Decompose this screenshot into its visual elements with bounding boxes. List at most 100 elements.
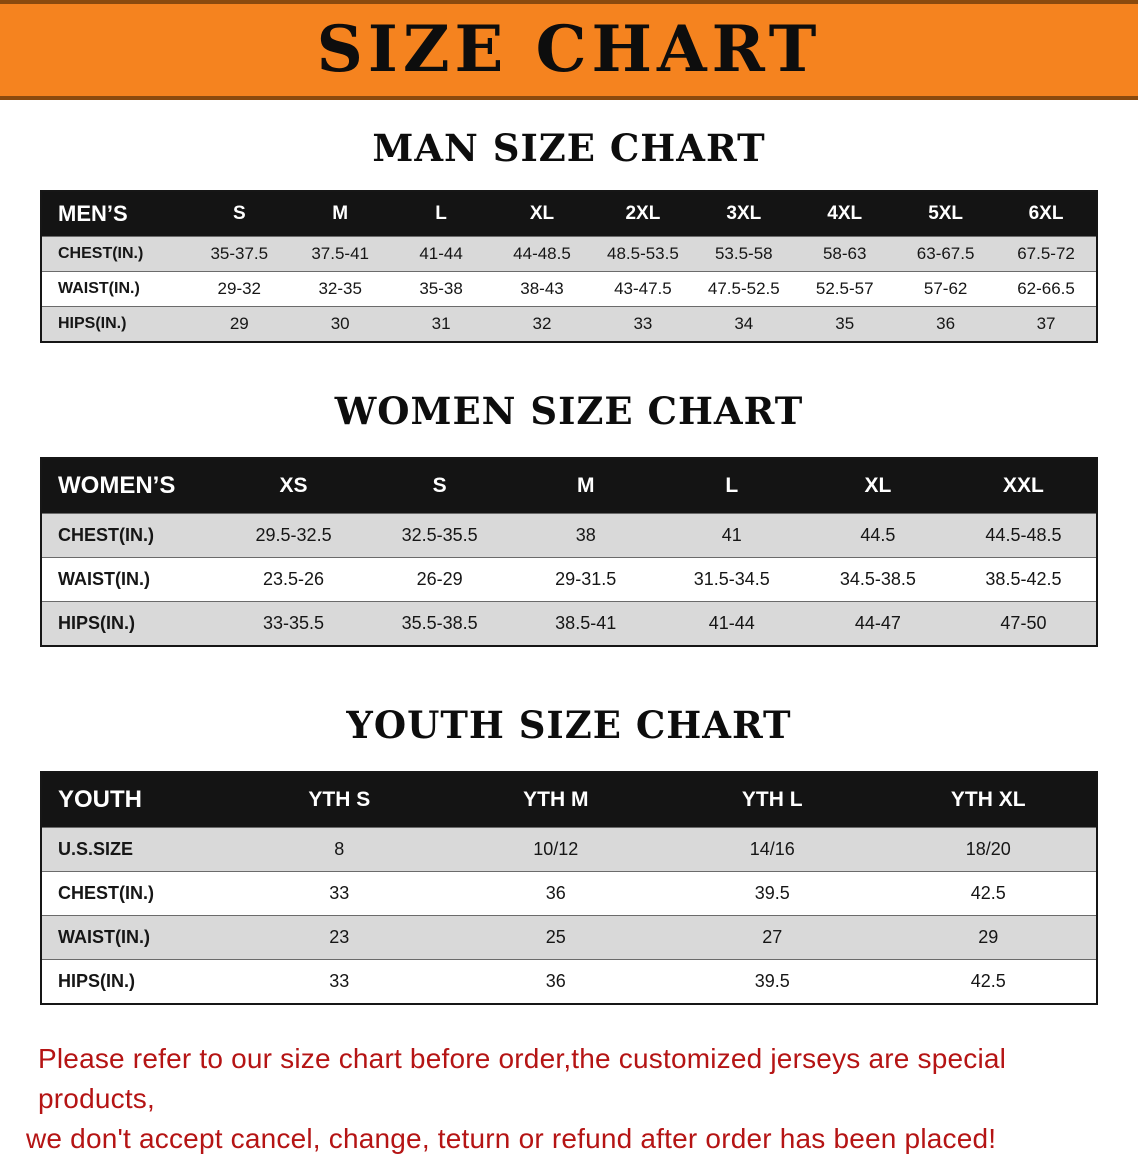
value-cell: 30: [290, 307, 391, 343]
table-title-cell: WOMEN’S: [41, 458, 221, 514]
value-cell: 34.5-38.5: [805, 558, 951, 602]
value-cell: 48.5-53.5: [592, 237, 693, 272]
women-size-chart-heading: WOMEN SIZE CHART: [0, 389, 1138, 433]
value-cell: 36: [448, 960, 664, 1005]
value-cell: 44-47: [805, 602, 951, 647]
value-cell: 38.5-41: [513, 602, 659, 647]
value-cell: 47.5-52.5: [693, 272, 794, 307]
value-cell: 32.5-35.5: [367, 514, 513, 558]
value-cell: 41: [659, 514, 805, 558]
value-cell: 35-37.5: [189, 237, 290, 272]
size-column-header: S: [367, 458, 513, 514]
value-cell: 18/20: [880, 828, 1097, 872]
row-label-cell: HIPS(IN.): [41, 602, 221, 647]
value-cell: 14/16: [664, 828, 880, 872]
size-column-header: YTH M: [448, 772, 664, 828]
table-title-cell: YOUTH: [41, 772, 231, 828]
value-cell: 29: [189, 307, 290, 343]
size-column-header: YTH L: [664, 772, 880, 828]
value-cell: 37: [996, 307, 1097, 343]
value-cell: 44.5: [805, 514, 951, 558]
value-cell: 62-66.5: [996, 272, 1097, 307]
value-cell: 44-48.5: [492, 237, 593, 272]
value-cell: 8: [231, 828, 447, 872]
size-column-header: XS: [221, 458, 367, 514]
value-cell: 32: [492, 307, 593, 343]
value-cell: 33: [231, 960, 447, 1005]
value-cell: 29-31.5: [513, 558, 659, 602]
row-label-cell: WAIST(IN.): [41, 272, 189, 307]
size-column-header: M: [513, 458, 659, 514]
value-cell: 53.5-58: [693, 237, 794, 272]
size-column-header: 4XL: [794, 191, 895, 237]
size-column-header: L: [659, 458, 805, 514]
order-note: Please refer to our size chart before or…: [38, 1039, 1114, 1158]
size-column-header: YTH S: [231, 772, 447, 828]
size-column-header: XXL: [951, 458, 1097, 514]
row-label-cell: CHEST(IN.): [41, 237, 189, 272]
value-cell: 38.5-42.5: [951, 558, 1097, 602]
value-cell: 35-38: [391, 272, 492, 307]
value-cell: 29.5-32.5: [221, 514, 367, 558]
value-cell: 34: [693, 307, 794, 343]
value-cell: 58-63: [794, 237, 895, 272]
size-column-header: L: [391, 191, 492, 237]
value-cell: 38: [513, 514, 659, 558]
value-cell: 33: [231, 872, 447, 916]
value-cell: 41-44: [391, 237, 492, 272]
value-cell: 23: [231, 916, 447, 960]
order-note-line2: we don't accept cancel, change, teturn o…: [26, 1119, 1114, 1158]
value-cell: 33: [592, 307, 693, 343]
value-cell: 31: [391, 307, 492, 343]
value-cell: 67.5-72: [996, 237, 1097, 272]
value-cell: 10/12: [448, 828, 664, 872]
value-cell: 31.5-34.5: [659, 558, 805, 602]
value-cell: 63-67.5: [895, 237, 996, 272]
banner-title: SIZE CHART: [317, 18, 822, 82]
value-cell: 26-29: [367, 558, 513, 602]
size-column-header: M: [290, 191, 391, 237]
value-cell: 36: [895, 307, 996, 343]
row-label-cell: CHEST(IN.): [41, 514, 221, 558]
row-label-cell: WAIST(IN.): [41, 916, 231, 960]
value-cell: 38-43: [492, 272, 593, 307]
value-cell: 25: [448, 916, 664, 960]
order-note-line1: Please refer to our size chart before or…: [38, 1039, 1114, 1119]
man-size-chart-heading: MAN SIZE CHART: [0, 126, 1138, 170]
value-cell: 43-47.5: [592, 272, 693, 307]
row-label-cell: HIPS(IN.): [41, 960, 231, 1005]
table-title-cell: MEN’S: [41, 191, 189, 237]
value-cell: 57-62: [895, 272, 996, 307]
size-column-header: YTH XL: [880, 772, 1097, 828]
size-column-header: XL: [492, 191, 593, 237]
value-cell: 29: [880, 916, 1097, 960]
row-label-cell: U.S.SIZE: [41, 828, 231, 872]
size-chart-banner: SIZE CHART: [0, 0, 1138, 100]
size-column-header: S: [189, 191, 290, 237]
value-cell: 36: [448, 872, 664, 916]
value-cell: 41-44: [659, 602, 805, 647]
value-cell: 32-35: [290, 272, 391, 307]
value-cell: 47-50: [951, 602, 1097, 647]
row-label-cell: CHEST(IN.): [41, 872, 231, 916]
size-column-header: 6XL: [996, 191, 1097, 237]
size-column-header: 2XL: [592, 191, 693, 237]
value-cell: 39.5: [664, 872, 880, 916]
value-cell: 35: [794, 307, 895, 343]
value-cell: 35.5-38.5: [367, 602, 513, 647]
size-column-header: 5XL: [895, 191, 996, 237]
value-cell: 42.5: [880, 960, 1097, 1005]
